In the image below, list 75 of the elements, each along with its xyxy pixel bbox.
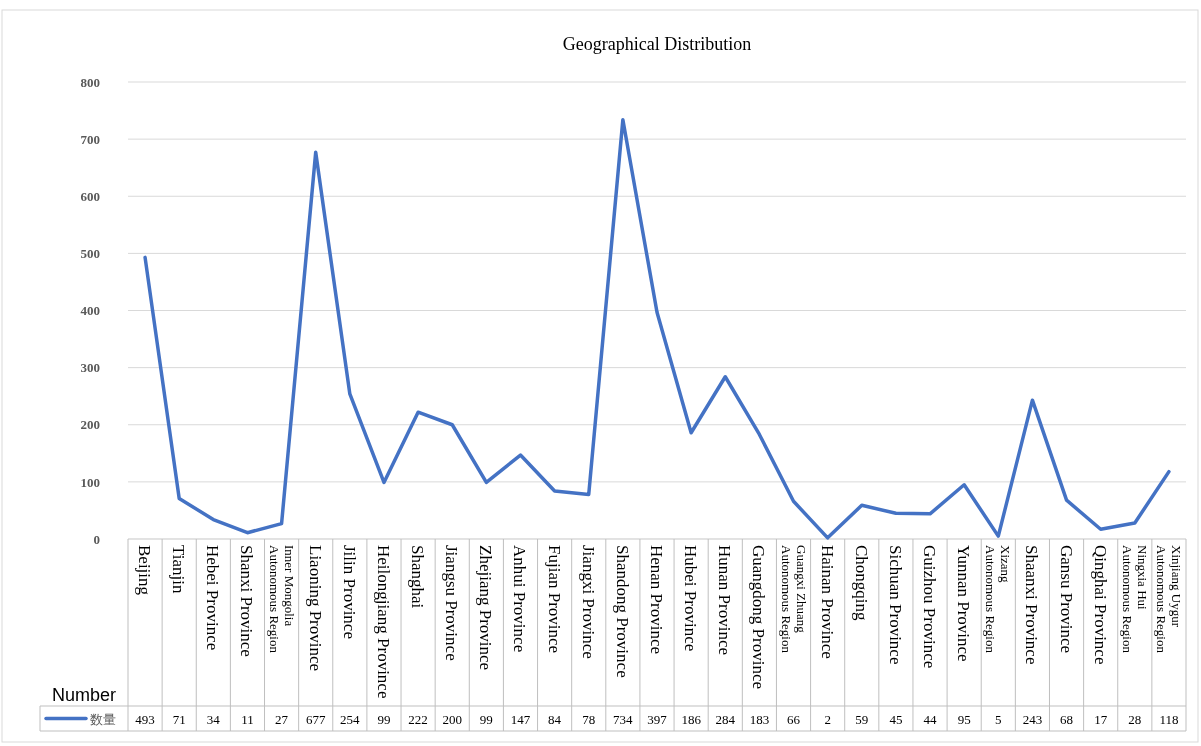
- data-label: 243: [1022, 711, 1043, 727]
- x-tick-label: Jiangxi Province: [578, 545, 598, 659]
- data-label: 183: [749, 711, 770, 727]
- x-tick-label: Guizhou Province: [920, 545, 940, 669]
- y-axis-title: Number: [51, 685, 117, 705]
- data-label: 2: [824, 711, 831, 727]
- data-label: 78: [582, 711, 596, 727]
- x-tick-label: Xizang Autonomous Region: [983, 545, 1014, 654]
- data-label: 59: [855, 711, 869, 727]
- data-label: 118: [1159, 711, 1179, 727]
- x-tick-label: Sichuan Province: [885, 545, 905, 665]
- data-label: 734: [613, 711, 634, 727]
- chart-title: Geographical Distribution: [562, 34, 752, 54]
- data-label: 397: [647, 711, 668, 727]
- x-tick-label: Shaanxi Province: [1022, 545, 1042, 665]
- data-label: 17: [1094, 711, 1108, 727]
- data-label: 200: [442, 711, 462, 727]
- x-tick-label: Shanxi Province: [237, 545, 257, 657]
- data-label: 34: [206, 711, 221, 727]
- data-label: 677: [305, 711, 326, 727]
- data-label: 68: [1060, 711, 1074, 727]
- y-tick-label: 800: [80, 74, 100, 90]
- data-label: 44: [923, 711, 938, 727]
- x-tick-label: Jilin Province: [339, 545, 359, 639]
- data-label: 5: [995, 711, 1002, 727]
- x-tick-label: Hubei Province: [681, 545, 701, 652]
- y-tick-label: 700: [80, 131, 100, 147]
- y-tick-label: 100: [80, 474, 100, 490]
- data-label: 493: [135, 711, 155, 727]
- x-tick-label: Guangxi Zhuang Autonomous Region: [778, 545, 809, 654]
- data-label: 284: [715, 711, 736, 727]
- data-label: 27: [275, 711, 289, 727]
- x-tick-label: Yunnan Province: [954, 545, 974, 662]
- data-label: 84: [548, 711, 562, 727]
- x-tick-label: Beijing: [135, 545, 155, 596]
- data-label: 186: [681, 711, 702, 727]
- x-tick-label: Hebei Province: [203, 545, 223, 651]
- data-label: 11: [241, 711, 254, 727]
- data-label: 66: [787, 711, 801, 727]
- y-tick-label: 200: [80, 417, 100, 433]
- data-label: 99: [377, 711, 391, 727]
- x-tick-label: Hunan Province: [715, 545, 735, 656]
- x-tick-label: Ningxia Hui Autonomous Region: [1119, 545, 1150, 654]
- x-tick-label: Chongqing: [851, 545, 871, 622]
- x-tick-label: Inner Mongolia Autonomous Region: [266, 545, 297, 654]
- x-tick-label: Qinghai Province: [1090, 545, 1110, 665]
- y-tick-label: 400: [80, 303, 100, 319]
- x-tick-label: Hainan Province: [817, 545, 837, 659]
- x-tick-label: Shandong Province: [612, 545, 632, 678]
- y-tick-label: 300: [80, 360, 100, 376]
- data-label: 71: [172, 711, 186, 727]
- data-label: 95: [957, 711, 971, 727]
- y-tick-label: 0: [93, 531, 100, 547]
- x-tick-label: Liaoning Province: [305, 545, 325, 672]
- x-tick-label: Gansu Province: [1056, 545, 1076, 654]
- data-label: 254: [340, 711, 361, 727]
- data-label: 147: [510, 711, 531, 727]
- data-label: 222: [408, 711, 428, 727]
- x-tick-label: Anhui Province: [510, 545, 530, 653]
- data-label: 45: [889, 711, 903, 727]
- x-tick-label: Tianjin: [169, 545, 189, 594]
- y-tick-label: 500: [80, 246, 100, 262]
- data-label: 28: [1128, 711, 1142, 727]
- x-tick-label: Heilongjiang Province: [373, 545, 393, 699]
- legend-label: 数量: [90, 711, 116, 727]
- line-series: [143, 117, 1171, 540]
- x-tick-label: Xinjiang Uygur Autonomous Region: [1153, 545, 1184, 654]
- x-tick-label: Shanghai: [408, 545, 428, 609]
- data-label: 99: [479, 711, 493, 727]
- x-tick-label: Fujian Province: [544, 545, 564, 654]
- x-tick-label: Jiangsu Province: [442, 545, 462, 661]
- x-tick-label: Zhejiang Province: [476, 545, 496, 671]
- x-tick-label: Henan Province: [647, 545, 666, 655]
- x-tick-label: Guangdong Province: [749, 545, 769, 690]
- y-tick-label: 600: [80, 188, 100, 204]
